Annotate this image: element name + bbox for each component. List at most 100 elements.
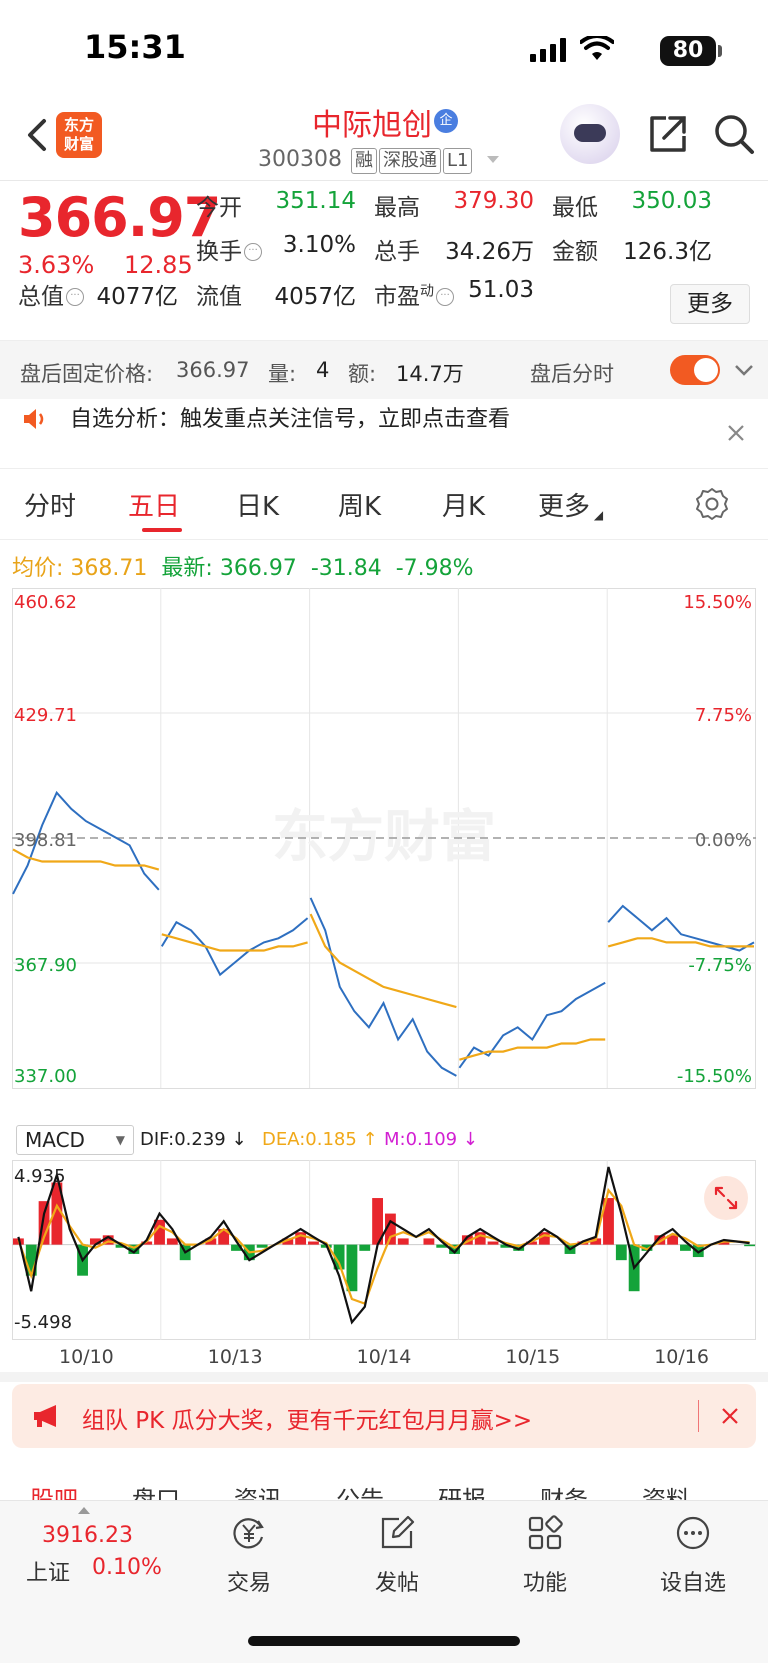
after-hours-toggle[interactable] [670,355,720,385]
price-line [458,981,606,1069]
notice-banner[interactable]: 自选分析：触发重点关注信号，立即点击查看 [0,399,768,469]
y-tick-right: -15.50% [677,1066,752,1087]
info-icon: ··· [436,288,454,306]
after-hours-volume-label: 量: [268,362,297,386]
tab-more[interactable]: 更多 ◢ [538,492,604,522]
macd-bar [102,1235,114,1245]
subnav-news[interactable]: 资讯 [234,1486,282,1500]
close-icon[interactable] [724,421,748,445]
indicator-select[interactable]: MACD ▼ [16,1125,134,1155]
date-label: 10/10 [59,1346,114,1368]
more-circle-icon [676,1516,710,1550]
subnav-guba[interactable]: 股吧 [30,1486,78,1500]
subnav-announcements[interactable]: 公告 [336,1486,384,1500]
tab-timeshare[interactable]: 分时 [24,492,77,522]
info-icon: ··· [66,288,84,306]
macd-bar [397,1238,409,1245]
search-icon[interactable] [712,112,756,156]
promo-banner[interactable]: 组队 PK 瓜分大奖，更有千元红包月月赢>> [12,1384,756,1448]
expand-chart-button[interactable] [704,1176,748,1220]
megaphone-icon [34,1405,56,1427]
subnav-pankou[interactable]: 盘口 [132,1486,180,1500]
macd-bar [218,1229,230,1245]
dea-line [17,1187,750,1306]
avg-price-line [309,913,457,1009]
after-hours-row: 盘后固定价格: 366.97 量: 4 额: 14.7万 盘后分时 [0,341,768,399]
macd-bar [449,1244,460,1254]
post-label: 发帖 [374,1571,419,1596]
amount-value: 126.3亿 [623,239,712,265]
back-icon[interactable] [18,115,58,155]
macd-bar [359,1244,371,1251]
gear-icon[interactable] [694,486,730,522]
ai-assistant-avatar[interactable] [560,104,620,164]
signal-icon [530,38,566,62]
macd-bar [385,1213,396,1245]
subnav-reports[interactable]: 研报 [438,1486,486,1500]
active-tab-indicator [142,528,182,532]
share-icon[interactable] [646,112,690,156]
expand-icon [714,1186,738,1210]
macd-bar [38,1201,50,1245]
macd-chart[interactable]: 4.935 -5.498 [12,1160,756,1340]
badge-level1: L1 [442,148,473,174]
functions-button[interactable]: 功能 [500,1515,590,1597]
y-tick-left: 337.00 [14,1066,77,1087]
add-watchlist-label: 设自选 [659,1571,726,1596]
battery-indicator: 80 [660,36,716,66]
macd-bar [680,1244,691,1251]
high-value: 379.30 [453,188,534,214]
macd-bar [718,1241,730,1245]
wifi-icon [580,36,614,60]
avg-price-line [607,937,754,948]
turnover-label: 换手 ··· [196,232,262,266]
app-logo: 东方 财富 [56,112,102,158]
subnav-finance[interactable]: 财务 [540,1486,588,1500]
add-watchlist-button[interactable]: 设自选 [648,1515,738,1597]
pe-value: 51.03 [468,277,534,303]
code-dropdown-icon[interactable] [487,156,500,163]
macd-bar [231,1244,242,1251]
avg-price-line [12,848,160,871]
tab-monthly-k[interactable]: 月K [442,492,486,522]
post-button[interactable]: 发帖 [352,1515,442,1597]
index-value[interactable]: 3916.23 [42,1523,133,1548]
market-cap-label: 总值 ··· [18,277,84,311]
stock-code: 300308 [258,147,342,172]
macd-bar [500,1244,512,1248]
macd-bar [513,1244,525,1251]
macd-bar [51,1182,63,1245]
macd-bar [295,1232,307,1245]
y-tick-right: 15.50% [683,592,752,613]
badge-margin: 融 [350,148,377,174]
stock-code-row[interactable]: 300308 融深股通 L1 [258,147,500,174]
more-quote-button[interactable]: 更多 [670,284,750,324]
tab-weekly-k[interactable]: 周K [338,492,382,522]
trade-button[interactable]: 交易 [204,1515,294,1597]
tab-five-day[interactable]: 五日 [128,492,181,522]
macd-bar [256,1244,268,1248]
chevron-down-icon[interactable] [732,358,756,382]
dea-label: DEA:0.185 ↑ [262,1129,378,1150]
dif-line [17,1166,750,1325]
promo-text: 组队 PK 瓜分大奖，更有千元红包月月赢>> [82,1408,533,1434]
yuan-exchange-icon [233,1518,264,1549]
macd-bar [346,1244,358,1292]
expand-arrow-icon[interactable] [78,1507,90,1514]
stock-name[interactable]: 中际旭创 [312,108,432,143]
latest-value: 366.97 [219,556,297,581]
macd-y-top: 4.935 [14,1166,66,1187]
macd-bar [526,1241,537,1245]
close-icon[interactable] [720,1406,740,1426]
index-percent[interactable]: 0.10% [92,1555,162,1580]
latest-label: 最新: [161,556,213,581]
info-icon: ··· [244,243,262,261]
macd-bar [692,1244,704,1258]
price-line [12,790,160,895]
macd-bar [128,1244,140,1254]
pe-label: 市盈动 ··· [374,277,454,311]
subnav-profile[interactable]: 资料 [642,1486,690,1500]
index-name[interactable]: 上证 [26,1561,71,1586]
tab-daily-k[interactable]: 日K [236,492,280,522]
